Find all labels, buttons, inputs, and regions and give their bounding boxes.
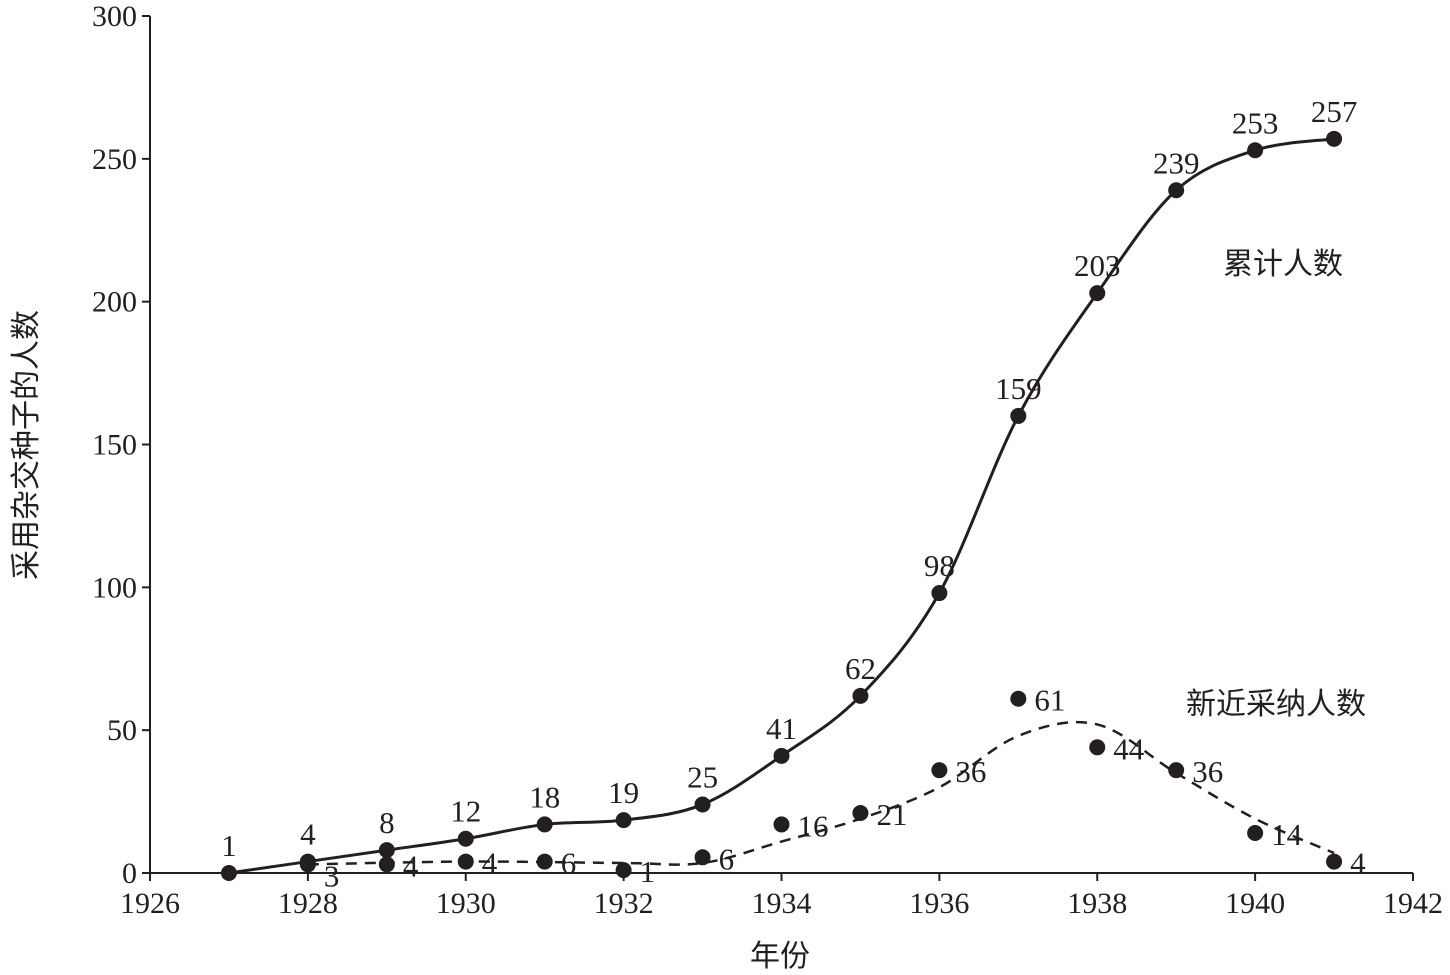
cumulative-point	[773, 747, 790, 764]
new-adopters-data-label: 36	[1192, 754, 1223, 789]
new-adopters-point	[457, 853, 474, 870]
cumulative-data-label: 4	[300, 817, 316, 852]
new-adopters-point	[536, 853, 553, 870]
new-adopters-data-label: 6	[719, 841, 735, 876]
new-adopters-point	[852, 805, 869, 822]
new-adopters-point	[378, 856, 395, 873]
x-tick-label: 1942	[1383, 887, 1443, 920]
cumulative-point	[1168, 182, 1185, 199]
series-label-cumulative: 累计人数	[1223, 247, 1343, 282]
new-adopters-data-label: 21	[876, 797, 907, 832]
new-adopters-data-label: 61	[1034, 683, 1065, 718]
cumulative-point	[1247, 142, 1264, 159]
y-tick-label: 100	[92, 571, 137, 604]
new-adopters-data-label: 1	[640, 854, 656, 889]
cumulative-point	[931, 585, 948, 602]
new-adopters-data-label: 4	[403, 848, 419, 883]
cumulative-data-label: 19	[608, 775, 639, 810]
cumulative-point	[1010, 407, 1027, 424]
y-tick-label: 150	[92, 429, 137, 462]
cumulative-point	[615, 812, 632, 829]
new-adopters-data-label: 44	[1113, 731, 1145, 766]
new-adopters-point	[1326, 853, 1343, 870]
new-adopters-data-label: 6	[561, 846, 577, 881]
new-adopters-point	[931, 762, 948, 779]
cumulative-data-label: 8	[379, 805, 395, 840]
cumulative-point	[1326, 130, 1343, 147]
cumulative-point	[536, 816, 553, 833]
new-adopters-point	[694, 849, 711, 866]
y-axis-title: 采用杂交种子的人数	[9, 310, 44, 580]
cumulative-point	[694, 796, 711, 813]
new-adopters-data-label: 14	[1271, 817, 1303, 852]
cumulative-data-label: 159	[995, 371, 1042, 406]
new-adopters-point	[773, 816, 790, 833]
cumulative-point	[1089, 285, 1106, 302]
x-tick-label: 1940	[1225, 887, 1285, 920]
y-tick-label: 300	[92, 0, 137, 33]
x-tick-label: 1932	[594, 887, 654, 920]
series-label-new: 新近采纳人数	[1186, 687, 1366, 722]
cumulative-point	[378, 842, 395, 859]
y-tick-label: 0	[122, 857, 137, 890]
x-tick-label: 1928	[278, 887, 338, 920]
x-tick-label: 1926	[120, 887, 180, 920]
new-adopters-point	[1168, 762, 1185, 779]
cumulative-data-label: 18	[529, 779, 560, 814]
cumulative-data-label: 41	[766, 711, 797, 746]
new-adopters-data-label: 4	[482, 846, 498, 881]
cumulative-data-label: 203	[1074, 248, 1121, 283]
new-adopters-data-label: 4	[1350, 846, 1366, 881]
y-tick-label: 50	[107, 714, 137, 747]
x-tick-label: 1936	[909, 887, 969, 920]
new-adopters-data-label: 3	[324, 858, 340, 893]
series-layer	[220, 130, 1343, 881]
x-tick-label: 1934	[752, 887, 812, 920]
new-adopters-point	[1089, 739, 1106, 756]
new-adopters-point	[299, 856, 316, 873]
cumulative-data-label: 62	[845, 651, 876, 686]
cumulative-data-label: 257	[1311, 94, 1358, 129]
cumulative-data-label: 1	[221, 828, 237, 863]
new-adopters-point	[615, 862, 632, 879]
cumulative-point	[220, 865, 237, 881]
new-adopters-data-label: 36	[955, 754, 986, 789]
cumulative-data-label: 25	[687, 759, 718, 794]
x-tick-label: 1938	[1067, 887, 1127, 920]
cumulative-point	[457, 830, 474, 847]
y-tick-label: 200	[92, 286, 137, 319]
cumulative-data-label: 12	[450, 794, 481, 829]
new-adopters-point	[1010, 690, 1027, 707]
cumulative-point	[852, 687, 869, 704]
cumulative-data-label: 239	[1153, 145, 1200, 180]
cumulative-data-label: 98	[924, 548, 955, 583]
x-axis-title: 年份	[750, 939, 810, 974]
cumulative-line	[228, 137, 1335, 875]
y-tick-label: 250	[92, 143, 137, 176]
x-tick-label: 1930	[436, 887, 496, 920]
new-adopters-point	[1247, 825, 1264, 842]
cumulative-data-label: 253	[1232, 105, 1279, 140]
new-adopters-data-label: 16	[798, 808, 829, 843]
